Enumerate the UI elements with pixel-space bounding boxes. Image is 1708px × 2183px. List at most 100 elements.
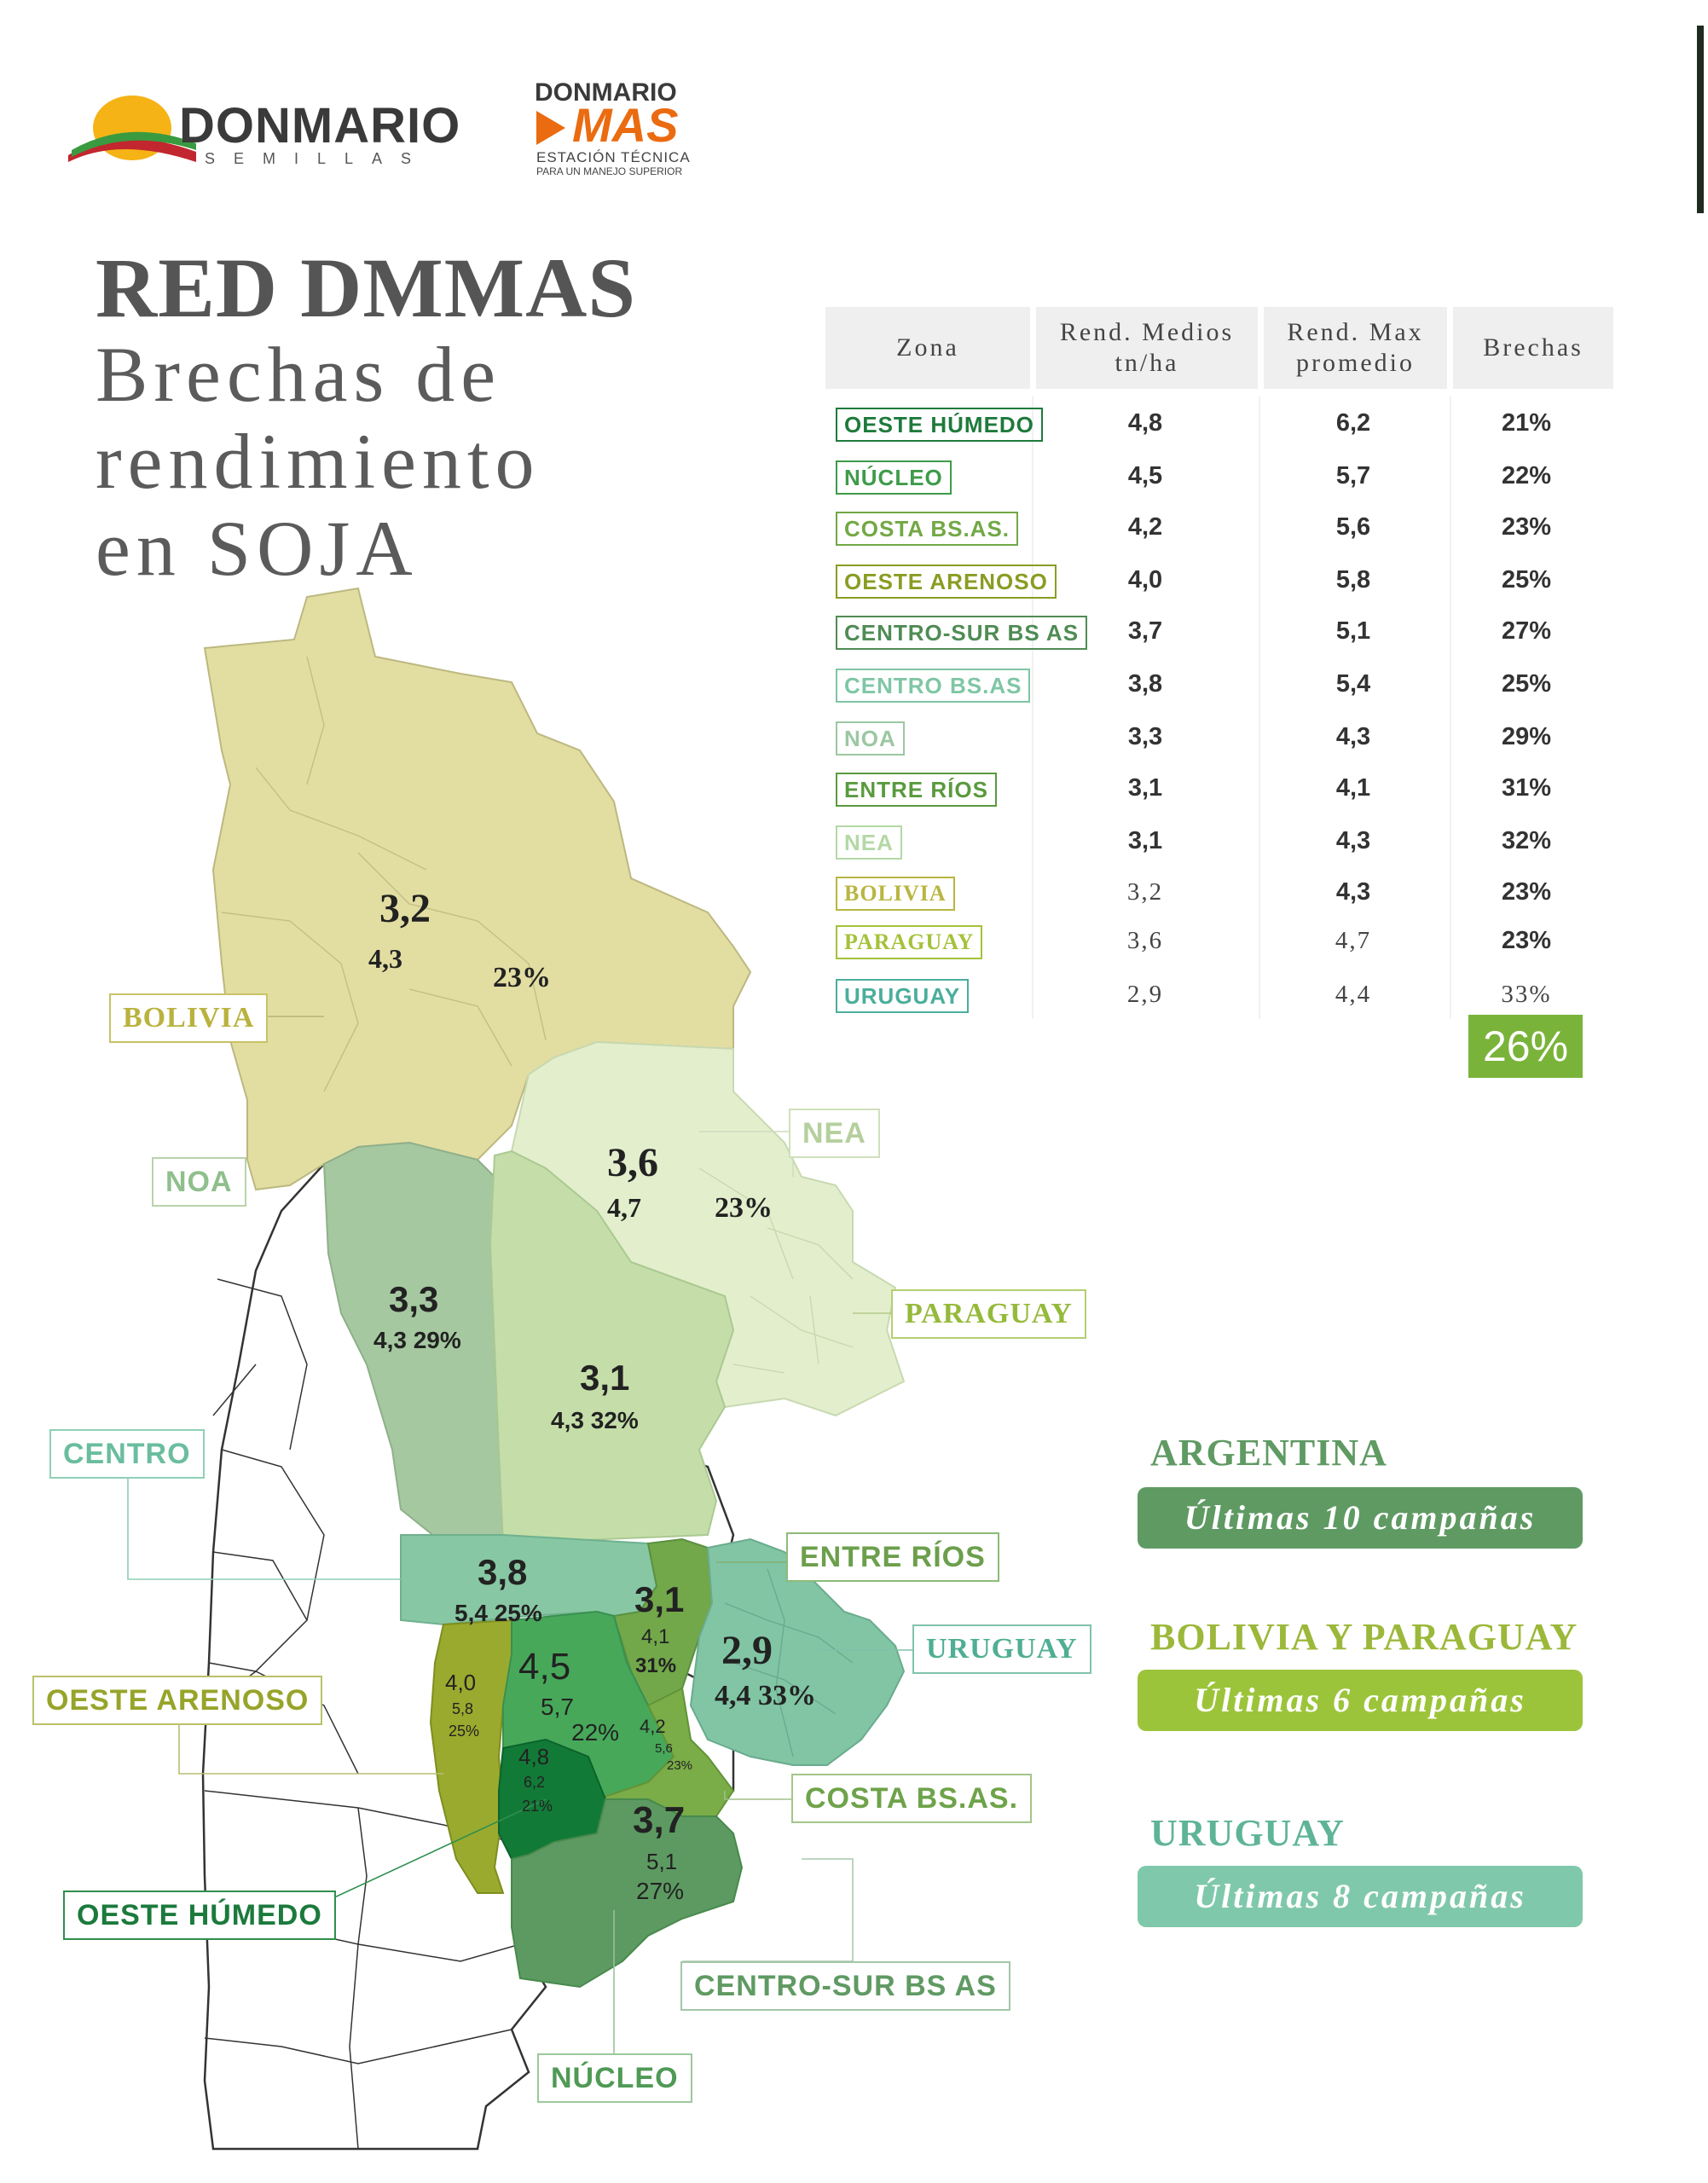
centro-sur-max: 5,1 — [646, 1849, 678, 1874]
entre-rios-max: 4,1 — [641, 1625, 670, 1648]
page-title: RED DMMAS — [96, 240, 636, 335]
donmario-subtitle: SEMILLAS — [205, 150, 431, 167]
label-entre-rios: ENTRE RÍOS — [786, 1532, 999, 1582]
header-rend-max: Rend. Max promedio — [1264, 307, 1447, 389]
cell-brecha: 31% — [1501, 774, 1552, 802]
paraguay-max: 4,7 — [607, 1192, 641, 1223]
entre-rios-medio: 3,1 — [634, 1579, 685, 1619]
bolivia-max: 4,3 — [368, 943, 402, 974]
donmario-logo: DONMARIO SEMILLAS — [68, 94, 460, 171]
cell-brecha: 32% — [1501, 827, 1552, 854]
cell-medios: 3,8 — [1127, 670, 1163, 698]
costa-max: 5,6 — [655, 1741, 673, 1756]
zone-tag: CENTRO-SUR BS AS — [836, 616, 1088, 650]
nea-medio: 3,1 — [580, 1358, 630, 1398]
legend-box-bolivia-paraguay: Últimas 6 campañas — [1138, 1670, 1583, 1731]
donmario-mas-sub2: PARA UN MANEJO SUPERIOR — [536, 165, 683, 177]
cell-brecha: 25% — [1501, 566, 1552, 594]
label-centro: CENTRO — [49, 1429, 205, 1479]
region-map — [127, 587, 917, 2151]
cell-medios: 3,3 — [1127, 723, 1163, 750]
region-centro-sur — [511, 1798, 744, 1989]
cell-brecha: 33% — [1501, 981, 1552, 1008]
costa-brecha: 23% — [667, 1758, 693, 1773]
table-divider — [1450, 397, 1451, 1019]
cell-max: 4,4 — [1335, 981, 1372, 1008]
cell-max: 5,4 — [1335, 670, 1371, 698]
cell-medios: 3,6 — [1126, 927, 1164, 954]
label-costa: COSTA BS.AS. — [791, 1774, 1033, 1823]
cell-brecha: 23% — [1501, 878, 1552, 906]
cell-max: 4,3 — [1335, 878, 1371, 906]
bolivia-medio: 3,2 — [379, 886, 431, 931]
cell-brecha: 27% — [1501, 617, 1552, 645]
zone-tag: BOLIVIA — [836, 877, 955, 911]
table-divider — [1032, 397, 1033, 1019]
table-divider — [1259, 397, 1260, 1019]
legend-title-bolivia-paraguay: BOLIVIA Y PARAGUAY — [1150, 1616, 1578, 1658]
header-rend-medios: Rend. Medios tn/ha — [1036, 307, 1258, 389]
cell-medios: 3,1 — [1127, 827, 1163, 854]
uruguay-max-brecha: 4,4 33% — [715, 1680, 816, 1711]
label-noa: NOA — [152, 1157, 246, 1207]
bolivia-brecha: 23% — [493, 962, 551, 993]
nucleo-brecha: 22% — [571, 1719, 620, 1746]
paraguay-brecha: 23% — [715, 1192, 773, 1224]
label-paraguay: PARAGUAY — [891, 1289, 1086, 1339]
label-oeste-humedo: OESTE HÚMEDO — [63, 1891, 336, 1940]
noa-medio: 3,3 — [389, 1279, 439, 1319]
zone-tag: NOA — [836, 721, 905, 756]
cell-max: 5,7 — [1335, 462, 1371, 489]
cell-medios: 4,0 — [1127, 566, 1163, 594]
costa-medio: 4,2 — [640, 1716, 666, 1737]
region-nea — [489, 1149, 735, 1545]
noa-max-brecha: 4,3 29% — [373, 1327, 461, 1353]
cell-medios: 3,1 — [1127, 774, 1163, 802]
centro-medio: 3,8 — [478, 1552, 528, 1592]
zone-tag: PARAGUAY — [836, 925, 983, 959]
play-arrow-icon — [536, 111, 565, 145]
cell-brecha: 23% — [1501, 927, 1552, 954]
donmario-mas-top: DONMARIO — [535, 78, 677, 107]
donmario-mas-sub1: ESTACIÓN TÉCNICA — [536, 149, 691, 165]
oeste-humedo-medio: 4,8 — [518, 1744, 550, 1769]
cell-max: 4,3 — [1335, 723, 1371, 750]
cell-medios: 4,8 — [1127, 409, 1163, 437]
oeste-arenoso-brecha: 25% — [449, 1723, 480, 1740]
oeste-arenoso-max: 5,8 — [452, 1700, 474, 1717]
average-gap-badge: 26% — [1468, 1015, 1583, 1078]
legend-title-argentina: ARGENTINA — [1150, 1432, 1387, 1474]
cell-brecha: 22% — [1501, 462, 1552, 489]
label-uruguay: URUGUAY — [912, 1624, 1091, 1674]
oeste-arenoso-medio: 4,0 — [445, 1670, 477, 1695]
oeste-humedo-brecha: 21% — [522, 1798, 553, 1815]
sun-icon — [68, 96, 196, 162]
cell-medios: 3,7 — [1127, 617, 1163, 645]
zone-tag: URUGUAY — [836, 979, 970, 1013]
cell-medios: 4,2 — [1127, 513, 1163, 541]
cell-max: 5,1 — [1335, 617, 1371, 645]
zone-tag: CENTRO BS.AS — [836, 669, 1031, 703]
donmario-mas-word: MAS — [572, 98, 679, 152]
nucleo-medio: 4,5 — [518, 1646, 571, 1688]
cell-medios: 4,5 — [1127, 462, 1163, 489]
label-centro-sur: CENTRO-SUR BS AS — [680, 1961, 1010, 2011]
donmario-mas-logo: DONMARIO MAS ESTACIÓN TÉCNICA PARA UN MA… — [533, 78, 721, 181]
legend-box-argentina: Últimas 10 campañas — [1138, 1487, 1583, 1549]
entre-rios-brecha: 31% — [635, 1654, 677, 1677]
label-nucleo: NÚCLEO — [537, 2053, 692, 2103]
header-brechas: Brechas — [1453, 307, 1613, 389]
legend-box-uruguay: Últimas 8 campañas — [1138, 1866, 1583, 1927]
zone-tag: COSTA BS.AS. — [836, 512, 1019, 546]
cell-brecha: 25% — [1501, 670, 1552, 698]
cell-brecha: 21% — [1501, 409, 1552, 437]
zone-tag: OESTE HÚMEDO — [836, 408, 1043, 442]
cell-max: 4,7 — [1335, 927, 1372, 954]
cell-max: 4,1 — [1335, 774, 1371, 802]
header-zona: Zona — [825, 307, 1030, 389]
cell-brecha: 23% — [1501, 513, 1552, 541]
oeste-humedo-max: 6,2 — [524, 1774, 546, 1791]
cell-max: 4,3 — [1335, 827, 1371, 854]
subtitle-line-1: Brechas de — [96, 331, 502, 418]
cell-max: 5,6 — [1335, 513, 1371, 541]
